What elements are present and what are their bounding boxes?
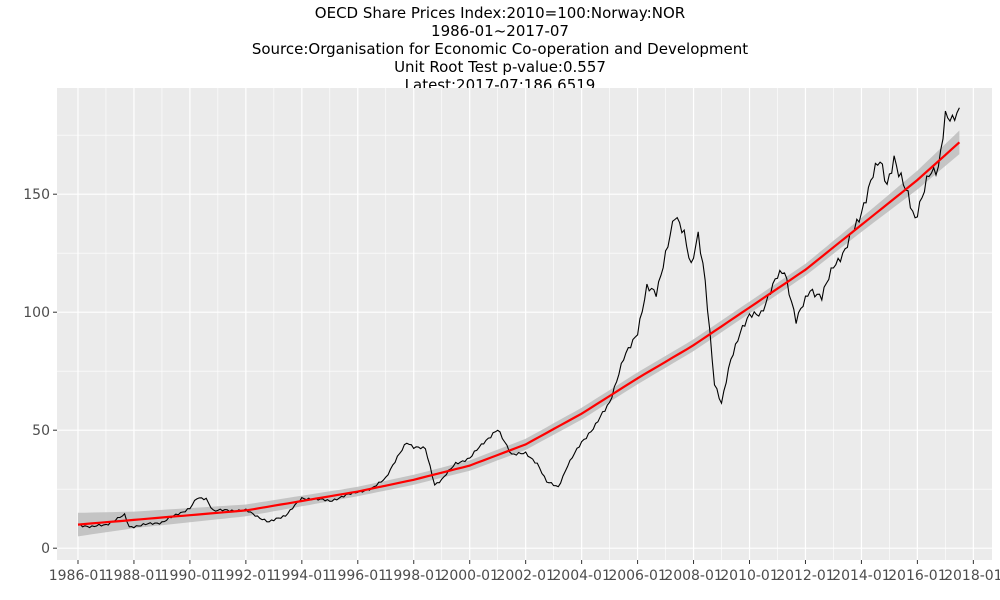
x-tick-label: 2010-01: [720, 568, 779, 584]
y-tick-label: 50: [32, 423, 50, 439]
chart-title-block: OECD Share Prices Index:2010=100:Norway:…: [0, 4, 1000, 94]
y-axis: 0 50 100 150: [23, 187, 57, 557]
x-tick-label: 2004-01: [552, 568, 611, 584]
series-line-trend: [77, 141, 961, 526]
x-tick-label: 2002-01: [496, 568, 555, 584]
grid-minor: [57, 88, 992, 560]
chart-unit-root-test: Unit Root Test p-value:0.557: [394, 58, 606, 76]
chart-title: OECD Share Prices Index:2010=100:Norway:…: [314, 4, 686, 22]
x-tick-label: 1988-01: [105, 568, 164, 584]
x-tick-label: 2008-01: [664, 568, 723, 584]
x-tick-label: 2000-01: [440, 568, 499, 584]
x-tick-label: 2018-01: [944, 568, 1000, 584]
plot-panel: [57, 88, 992, 560]
x-tick-label: 2016-01: [888, 568, 947, 584]
x-tick-label: 1992-01: [217, 568, 276, 584]
x-tick-label: 2006-01: [608, 568, 667, 584]
chart-source: Source:Organisation for Economic Co-oper…: [251, 40, 749, 58]
x-tick-label: 1986-01: [49, 568, 108, 584]
x-axis: 1986-011988-011990-011992-011994-011996-…: [49, 560, 1000, 584]
chart-date-range: 1986-01~2017-07: [431, 22, 569, 40]
y-tick-label: 100: [23, 305, 50, 321]
x-tick-label: 2012-01: [776, 568, 835, 584]
x-tick-label: 1994-01: [273, 568, 332, 584]
series-line-index: [78, 107, 960, 529]
x-tick-label: 1996-01: [329, 568, 388, 584]
x-tick-label: 1990-01: [161, 568, 220, 584]
y-tick-label: 0: [41, 541, 50, 557]
x-tick-label: 2014-01: [832, 568, 891, 584]
x-tick-label: 1998-01: [384, 568, 443, 584]
y-tick-label: 150: [23, 187, 50, 203]
grid-major: [57, 88, 992, 560]
